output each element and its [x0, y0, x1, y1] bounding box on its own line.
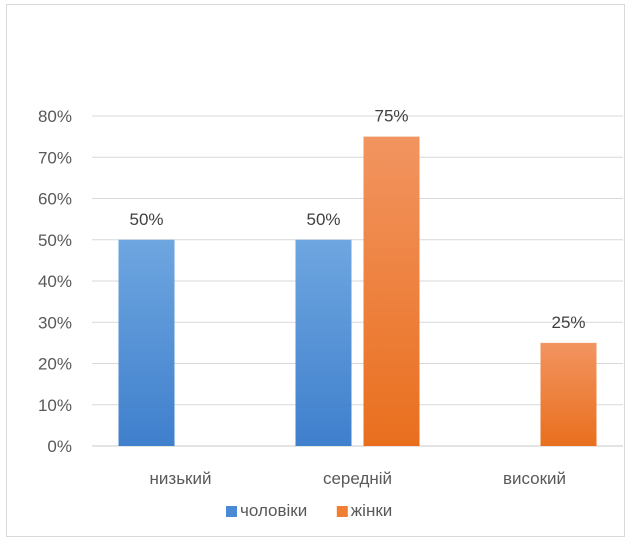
gridlines — [92, 115, 623, 447]
x-category-label: середній — [323, 469, 392, 488]
data-label: 50% — [306, 210, 340, 229]
y-tick-label: 0% — [47, 437, 72, 456]
bars — [118, 136, 597, 446]
x-category-label: високий — [503, 469, 566, 488]
data-label: 75% — [374, 107, 408, 126]
legend-swatch — [226, 506, 237, 517]
y-tick-label: 60% — [38, 190, 72, 209]
y-tick-label: 30% — [38, 313, 72, 332]
x-axis: низький середній високий — [150, 469, 567, 488]
y-axis: 0% 10% 20% 30% 40% 50% 60% 70% 80% — [38, 107, 72, 456]
y-tick-label: 40% — [38, 272, 72, 291]
legend-label: чоловіки — [240, 501, 307, 520]
y-tick-label: 10% — [38, 396, 72, 415]
data-label: 25% — [551, 313, 585, 332]
data-label: 50% — [129, 210, 163, 229]
y-tick-label: 70% — [38, 148, 72, 167]
bar-жінки-високий — [540, 342, 597, 446]
legend-label: жінки — [351, 501, 392, 520]
y-tick-label: 20% — [38, 355, 72, 374]
y-tick-label: 80% — [38, 107, 72, 126]
x-category-label: низький — [150, 469, 212, 488]
bar-жінки-середній — [363, 136, 420, 446]
data-labels: 50% 50% 75% 25% — [129, 107, 585, 332]
legend-swatch — [336, 506, 348, 517]
y-tick-label: 50% — [38, 231, 72, 250]
bar-чоловіки-середній — [295, 239, 352, 446]
legend: чоловіки жінки — [226, 501, 392, 520]
bar-чоловіки-низький — [118, 239, 175, 446]
